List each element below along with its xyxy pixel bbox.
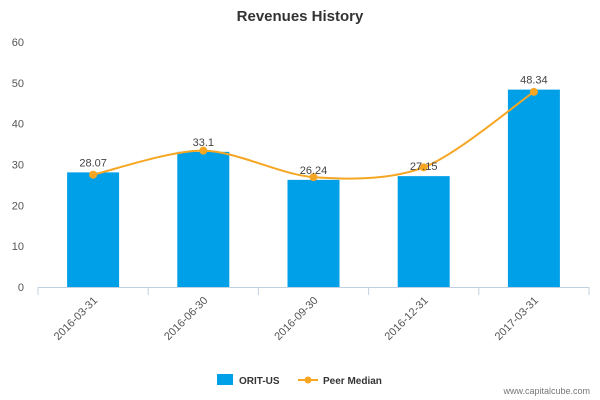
peer-median-point-2016-12-31 xyxy=(419,163,428,172)
bar-2016-03-31 xyxy=(67,172,120,287)
legend-marker-peer xyxy=(304,376,312,384)
bar-2017-03-31 xyxy=(507,89,560,287)
bar-value-label: 48.34 xyxy=(520,75,548,87)
bar-series xyxy=(67,89,560,287)
bar-value-label: 26.24 xyxy=(300,165,328,177)
x-tick-label: 2017-03-31 xyxy=(493,295,541,343)
legend-label-orit: ORIT-US xyxy=(239,376,280,387)
bar-2016-09-30 xyxy=(287,179,340,287)
bar-2016-06-30 xyxy=(177,151,230,287)
peer-median-series xyxy=(89,87,538,182)
x-axis: 2016-03-31 2016-06-30 2016-09-30 2016-12-31… xyxy=(37,287,590,343)
legend: ORIT-US Peer Median xyxy=(217,374,382,387)
y-tick-label: 40 xyxy=(12,119,24,131)
peer-median-point-2017-03-31 xyxy=(529,87,538,96)
peer-median-point-2016-03-31 xyxy=(89,170,98,179)
chart-title: Revenues History xyxy=(237,8,364,25)
x-tick-label: 2016-03-31 xyxy=(52,295,100,343)
y-tick-label: 0 xyxy=(18,282,24,294)
data-labels: 28.07 33.1 26.24 27.15 48.34 xyxy=(79,75,547,177)
y-axis: 0 10 20 30 40 50 60 xyxy=(12,37,24,294)
x-tick-label: 2016-09-30 xyxy=(272,295,320,343)
legend-swatch-orit xyxy=(217,374,233,385)
watermark-text: www.capitalcube.com xyxy=(502,386,590,396)
peer-median-point-2016-06-30 xyxy=(199,146,208,155)
bar-value-label: 27.15 xyxy=(410,161,438,173)
y-tick-label: 50 xyxy=(12,78,24,90)
bar-value-label: 28.07 xyxy=(79,157,107,169)
bar-value-label: 33.1 xyxy=(193,137,214,149)
x-tick-label: 2016-12-31 xyxy=(383,295,431,343)
peer-median-point-2016-09-30 xyxy=(309,173,318,182)
bar-2016-12-31 xyxy=(397,176,450,287)
legend-label-peer: Peer Median xyxy=(323,376,382,387)
x-tick-label: 2016-06-30 xyxy=(162,295,210,343)
y-tick-label: 60 xyxy=(12,37,24,49)
y-tick-label: 30 xyxy=(12,160,24,172)
y-tick-label: 20 xyxy=(12,200,24,212)
y-tick-label: 10 xyxy=(12,241,24,253)
